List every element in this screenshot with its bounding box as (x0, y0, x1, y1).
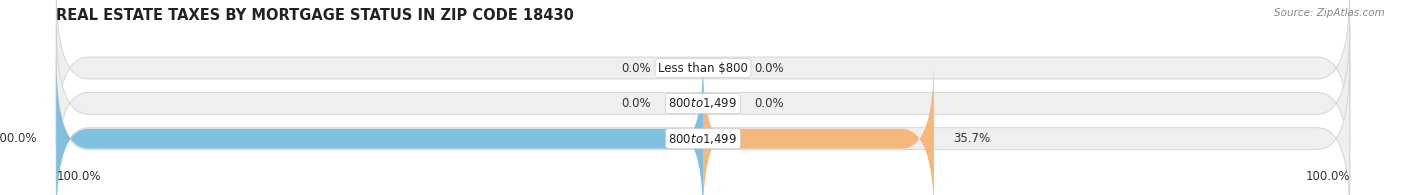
Text: 0.0%: 0.0% (755, 97, 785, 110)
Text: 100.0%: 100.0% (56, 170, 101, 183)
Legend: Without Mortgage, With Mortgage: Without Mortgage, With Mortgage (581, 194, 825, 195)
Text: 0.0%: 0.0% (755, 61, 785, 74)
Text: 35.7%: 35.7% (953, 132, 990, 145)
Text: $800 to $1,499: $800 to $1,499 (668, 96, 738, 110)
Text: REAL ESTATE TAXES BY MORTGAGE STATUS IN ZIP CODE 18430: REAL ESTATE TAXES BY MORTGAGE STATUS IN … (56, 8, 574, 23)
FancyBboxPatch shape (56, 60, 703, 195)
Text: 100.0%: 100.0% (0, 132, 37, 145)
Text: 100.0%: 100.0% (1305, 170, 1350, 183)
FancyBboxPatch shape (56, 26, 1350, 181)
Text: Less than $800: Less than $800 (658, 61, 748, 74)
FancyBboxPatch shape (56, 61, 1350, 195)
Text: 0.0%: 0.0% (621, 61, 651, 74)
Text: Source: ZipAtlas.com: Source: ZipAtlas.com (1274, 8, 1385, 18)
FancyBboxPatch shape (56, 0, 1350, 145)
FancyBboxPatch shape (703, 60, 934, 195)
Text: $800 to $1,499: $800 to $1,499 (668, 132, 738, 146)
Text: 0.0%: 0.0% (621, 97, 651, 110)
